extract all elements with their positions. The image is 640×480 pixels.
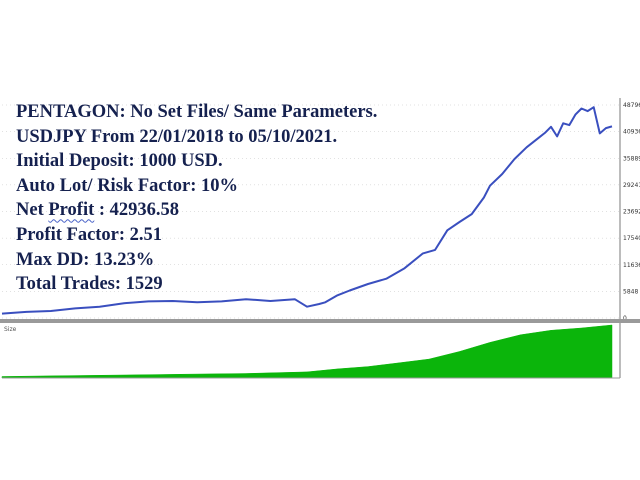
y-tick-label: 0 — [623, 315, 627, 322]
y-tick-label: 29241 — [623, 182, 640, 189]
stats-line-max-dd: Max DD: 13.23% — [16, 249, 155, 270]
net-profit-prefix: Net — [16, 200, 49, 221]
balance-line — [1, 106, 613, 315]
stats-line-risk-factor: Auto Lot/ Risk Factor: 10% — [16, 175, 238, 196]
stats-line-initial-deposit: Initial Deposit: 1000 USD. — [16, 151, 223, 172]
volume-series — [1, 324, 613, 379]
volume-area — [1, 324, 613, 379]
stats-line-total-trades: Total Trades: 1529 — [16, 274, 163, 295]
y-tick-label: 17540 — [623, 235, 640, 242]
balance-y-ticks: 48796 40936 35889 29241 23692 17540 11636 5848 0 — [623, 102, 640, 322]
y-tick-label: 11636 — [623, 262, 640, 269]
stats-line-title: PENTAGON: No Set Files/ Same Parameters. — [16, 102, 378, 122]
y-tick-label: 35889 — [623, 155, 640, 162]
stats-line-net-profit: Net Profit : 42936.58 — [16, 198, 377, 223]
net-profit-underlined-word: Profit — [48, 200, 95, 221]
y-tick-label: 23692 — [623, 209, 640, 216]
volume-panel-label: Size — [4, 326, 17, 333]
y-tick-label: 40936 — [623, 129, 640, 136]
net-profit-value: : 42936.58 — [94, 200, 180, 221]
balance-series — [1, 106, 613, 315]
stats-text-block: PENTAGON: No Set Files/ Same Parameters.… — [16, 100, 377, 297]
y-tick-label: 5848 — [623, 288, 638, 295]
stats-line-symbol-period: USDJPY From 22/01/2018 to 05/10/2021. — [16, 126, 338, 147]
stats-line-profit-factor: Profit Factor: 2.51 — [16, 224, 163, 245]
panel-separator — [0, 319, 640, 323]
balance-grid — [2, 104, 620, 319]
y-tick-label: 48796 — [623, 102, 640, 109]
